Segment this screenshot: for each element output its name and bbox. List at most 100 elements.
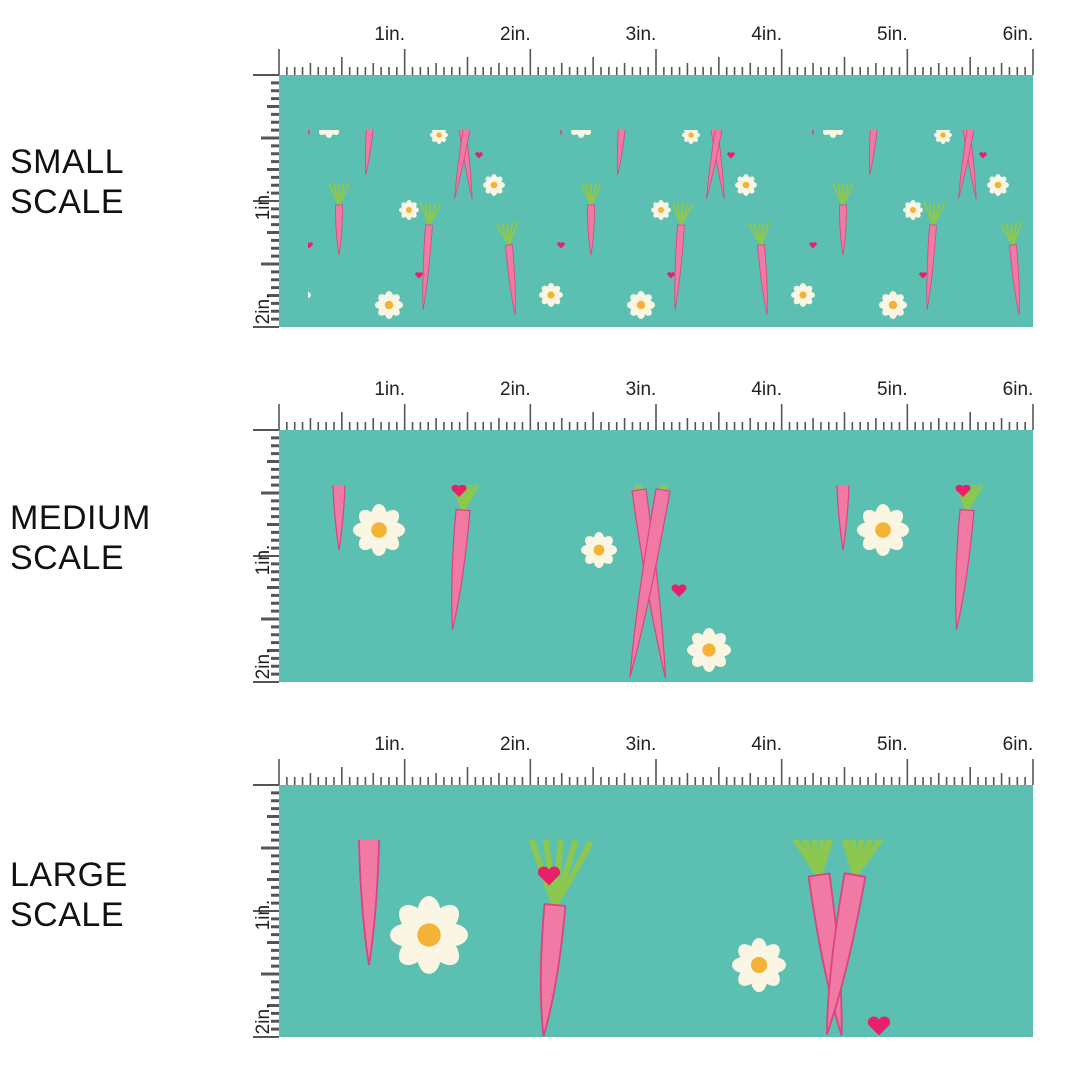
- daisy-center: [547, 291, 555, 299]
- daisy: [934, 130, 952, 144]
- ruler-top: 1in. 2in. 3in. 4in. 5in. 6in.: [254, 379, 1034, 431]
- carrot: [580, 182, 602, 256]
- ruler-x-label: 1in.: [374, 379, 405, 400]
- carrot-body: [674, 224, 685, 310]
- heart: [415, 272, 423, 279]
- carrot: [559, 130, 563, 136]
- daisy-petal: [822, 130, 833, 136]
- carrot-leaf: [461, 485, 489, 512]
- fabric-background: [279, 75, 1033, 327]
- large-scale-label: LARGE SCALE: [10, 855, 128, 935]
- carrot-body: [958, 130, 979, 199]
- daisy-center: [593, 544, 605, 556]
- heart: [308, 242, 313, 249]
- carrot-body: [332, 485, 346, 551]
- ruler-y-label: 1in.: [253, 190, 274, 221]
- daisy-center: [636, 300, 646, 310]
- heart: [671, 584, 687, 597]
- carrot-body: [839, 204, 847, 256]
- daisy: [318, 130, 340, 138]
- heart: [809, 242, 817, 249]
- daisy: [483, 174, 505, 196]
- daisy: [581, 532, 617, 568]
- carrot: [825, 840, 899, 1035]
- ruler-x-label: 4in.: [751, 379, 782, 400]
- daisy: [570, 130, 592, 138]
- carrot-body: [454, 130, 475, 199]
- carrot-leaf: [816, 840, 843, 876]
- carrot-body: [757, 244, 768, 315]
- daisy: [399, 200, 419, 220]
- label-line: SMALL: [10, 143, 124, 181]
- carrot: [706, 130, 727, 199]
- carrot: [958, 130, 979, 199]
- daisy: [375, 291, 403, 319]
- label-line: MEDIUM: [10, 499, 151, 537]
- daisy: [627, 291, 655, 319]
- heart: [557, 242, 565, 249]
- daisy-center: [688, 132, 694, 138]
- carrot-body: [1009, 244, 1020, 315]
- large-scale-swatch: 1in. 2in. 3in. 4in. 5in. 6in. 1in. 2in.: [250, 730, 1050, 1060]
- daisy: [390, 896, 468, 974]
- ruler-x-label: 3in.: [626, 734, 657, 755]
- ruler-x-label: 5in.: [877, 734, 908, 755]
- daisy-center: [417, 923, 441, 947]
- heart: [955, 485, 971, 497]
- ruler-x-label: 1in.: [374, 734, 405, 755]
- fabric-pattern: [332, 485, 993, 679]
- carrot: [923, 202, 946, 310]
- heart: [867, 1016, 891, 1036]
- carrot: [308, 130, 311, 136]
- carrot-body: [616, 130, 627, 175]
- carrot: [527, 840, 594, 1037]
- carrot-body: [422, 224, 433, 310]
- daisy-center: [799, 291, 807, 299]
- carrot-leaf: [338, 182, 350, 206]
- daisy-center: [994, 181, 1002, 189]
- heart: [475, 152, 483, 159]
- daisy-center: [658, 207, 664, 213]
- ruler-x-label: 4in.: [751, 24, 782, 45]
- daisy-center: [910, 207, 916, 213]
- daisy: [651, 200, 671, 220]
- daisy-center: [371, 522, 387, 538]
- daisy-center: [384, 300, 394, 310]
- daisy: [732, 938, 786, 992]
- carrot-leaf: [680, 203, 694, 226]
- carrot-body: [811, 130, 815, 136]
- daisy-petal: [318, 130, 329, 136]
- carrot: [419, 202, 442, 310]
- carrot-leaf: [552, 840, 594, 907]
- carrot-body: [308, 130, 311, 136]
- label-line: SCALE: [10, 539, 124, 577]
- carrot-body: [926, 224, 937, 310]
- carrot: [832, 182, 854, 256]
- ruler-x-label: 2in.: [500, 24, 531, 45]
- heart: [667, 272, 675, 279]
- ruler-x-label: 3in.: [626, 24, 657, 45]
- carrot: [748, 221, 771, 315]
- daisy: [822, 130, 844, 138]
- ruler-y-label: 1in.: [253, 545, 274, 576]
- daisy-petal: [325, 130, 333, 138]
- ruler-x-label: 2in.: [500, 379, 531, 400]
- daisy-center: [490, 181, 498, 189]
- carrot-leaf: [428, 203, 442, 226]
- daisy: [687, 628, 731, 672]
- carrot: [629, 485, 693, 678]
- carrot-body: [629, 488, 671, 678]
- daisy: [903, 200, 923, 220]
- ruler-y-label: 2in.: [253, 1004, 274, 1035]
- ruler-top: 1in. 2in. 3in. 4in. 5in. 6in.: [254, 24, 1034, 76]
- carrot: [836, 485, 850, 551]
- ruler-y-label: 1in.: [253, 900, 274, 931]
- fabric-background: [279, 785, 1033, 1037]
- daisy-petal: [570, 130, 581, 136]
- carrot-body: [358, 840, 380, 966]
- carrot: [616, 130, 627, 175]
- label-line: SCALE: [10, 896, 124, 934]
- ruler-x-label: 2in.: [500, 734, 531, 755]
- carrot-leaf: [965, 485, 993, 512]
- ruler-x-label: 5in.: [877, 379, 908, 400]
